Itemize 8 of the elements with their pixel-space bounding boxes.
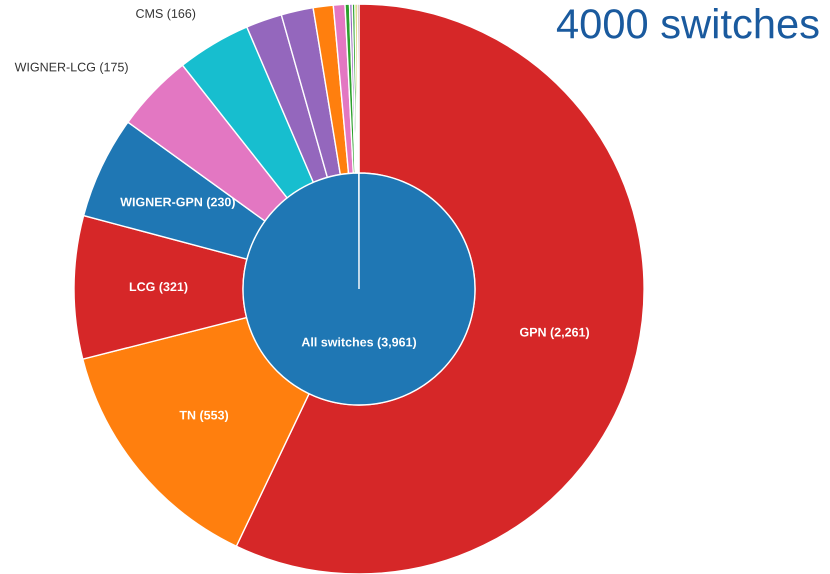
slice-label: CMS (166): [136, 8, 196, 20]
text: All switches (3,961): [302, 337, 416, 349]
slice-label: WIGNER-GPN (230): [120, 197, 235, 209]
slice-label: LCG (321): [130, 282, 188, 294]
slice-label: WIGNER-LCG (175): [14, 62, 128, 74]
chart-title: 4000 switches: [556, 8, 819, 39]
slice-label: TN (553): [180, 410, 228, 422]
slice-label: GPN (2,261): [520, 327, 590, 340]
